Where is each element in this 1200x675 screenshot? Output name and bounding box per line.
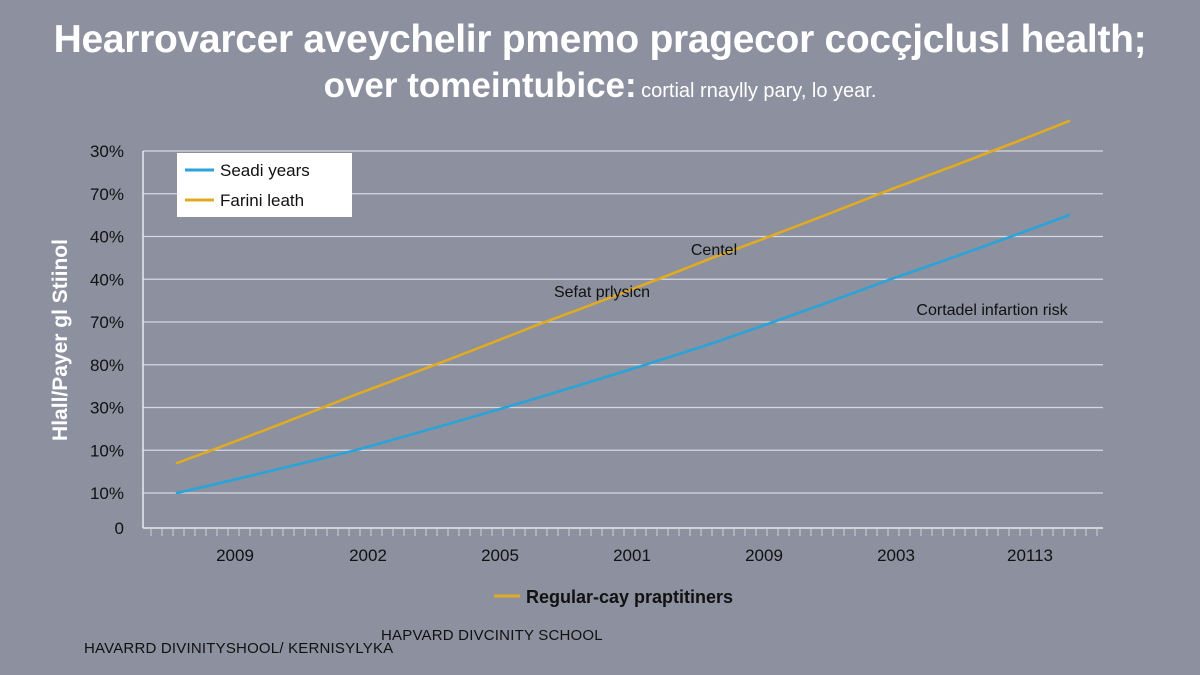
bottom-legend-label: Regular-cay praptitiners [526,587,733,607]
legend: Seadi years Farini leath [177,153,352,217]
y-tick-label: 0 [115,519,124,538]
y-tick-label: 10% [90,441,124,460]
x-tick-label: 2005 [481,546,519,565]
y-tick-label: 10% [90,484,124,503]
series-line [175,119,1071,465]
axes [142,151,1103,536]
y-tick-label: 40% [90,228,124,247]
x-tick-label: 20113 [1007,546,1053,565]
x-tick-label: 2003 [877,546,915,565]
y-axis-label: Hlall/Payer gl Stiinol [49,239,72,441]
y-tick-label: 30% [90,399,124,418]
y-tick-label: 30% [90,142,124,161]
annotation-label: Sefat prlysicn [554,284,650,301]
subtitle-main: over tomeintubice: [323,66,637,105]
footer-credit-mid: HAPVARD DIVCINITY SCHOOL [381,627,603,644]
annotations: Centel Sefat prlysicn Cortadel infartion r… [554,242,1069,319]
series-lines [175,119,1071,495]
subtitle-small: cortial rnaylly pary, lo year. [641,80,877,102]
y-tick-label: 70% [90,185,124,204]
x-tick-label: 2009 [216,546,254,565]
y-tick-labels: 30% 70% 40% 40% 70% 80% 30% 10% 10% 0 [90,142,124,538]
bottom-legend: Regular-cay praptitiners [494,587,733,607]
legend-entry: Seadi years [220,161,310,180]
chart-subtitle: over tomeintubice: cortial rnaylly pary,… [0,66,1200,106]
x-tick-labels: 2009 2002 2005 2001 2009 2003 20113 [216,546,1053,565]
gridlines [143,150,1103,494]
annotation-label: Centel [691,242,737,259]
y-tick-label: 40% [90,270,124,289]
x-tick-label: 2001 [613,546,651,565]
chart-title: Hearrovarcer aveychelir pmemo pragecor c… [53,18,1147,61]
footer-credit-left: HAVARRD DIVINITYSHOOL/ KERNISYLYKA [84,640,394,657]
legend-box [177,153,352,217]
x-tick-label: 2009 [745,546,783,565]
x-tick-label: 2002 [349,546,387,565]
series-line [175,213,1071,495]
y-tick-label: 70% [90,313,124,332]
y-tick-label: 80% [90,356,124,375]
annotation-label: Cortadel infartion risk [916,302,1068,319]
legend-entry: Farini leath [220,191,304,210]
